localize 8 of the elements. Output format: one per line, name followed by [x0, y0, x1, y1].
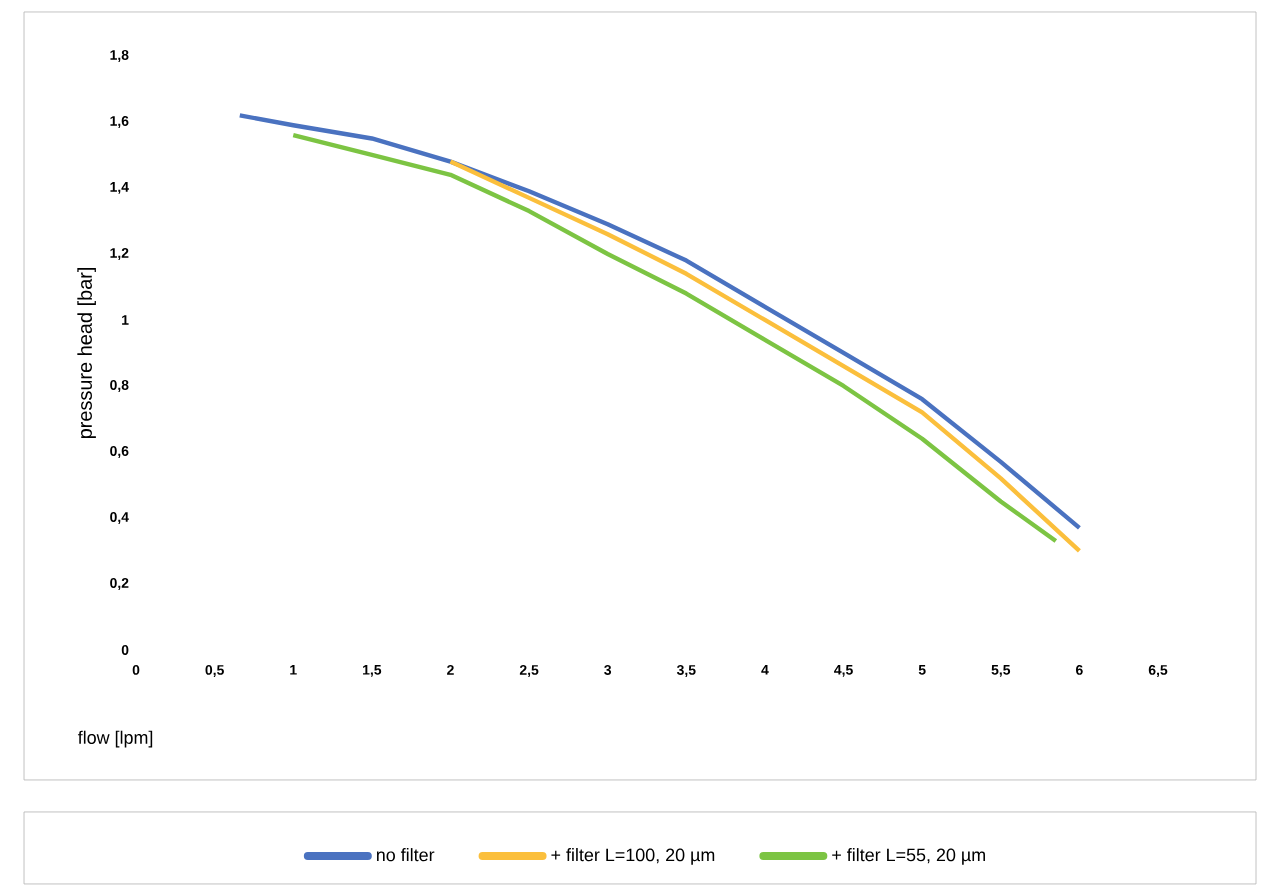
line-series — [237, 113, 1082, 531]
x-axis-title: flow [lpm] — [77, 730, 153, 748]
y-axis-title: pressure head [bar] — [77, 268, 96, 439]
legend-label: no filter — [376, 848, 435, 862]
line-series — [448, 159, 1082, 554]
legend-label: + filter L=55, 20 µm — [832, 848, 985, 865]
line-series — [291, 132, 1058, 544]
legend-label: + filter L=100, 20 µm — [551, 848, 715, 865]
